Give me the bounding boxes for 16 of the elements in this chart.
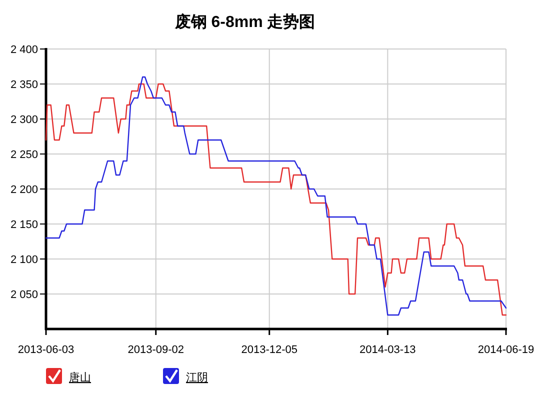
y-tick-label: 2 350 [10,79,38,91]
y-tick-label: 2 300 [10,114,38,126]
y-tick-label: 2 200 [10,184,38,196]
y-tick-label: 2 100 [10,254,38,266]
y-tick-label: 2 400 [10,44,38,56]
y-tick-label: 2 050 [10,289,38,301]
y-tick-label: 2 250 [10,149,38,161]
x-tick-label: 2013-12-05 [241,344,298,356]
x-tick-label: 2013-06-03 [18,344,74,356]
x-tick-label: 2014-03-13 [360,344,416,356]
chart-title: 废钢 6-8mm 走势图 [174,13,316,31]
x-tick-label: 2014-06-19 [478,344,534,356]
legend-label: 唐山 [69,371,91,384]
legend-label: 江阴 [186,372,208,384]
y-tick-label: 2 150 [10,219,38,231]
x-tick-label: 2013-09-02 [128,344,184,356]
